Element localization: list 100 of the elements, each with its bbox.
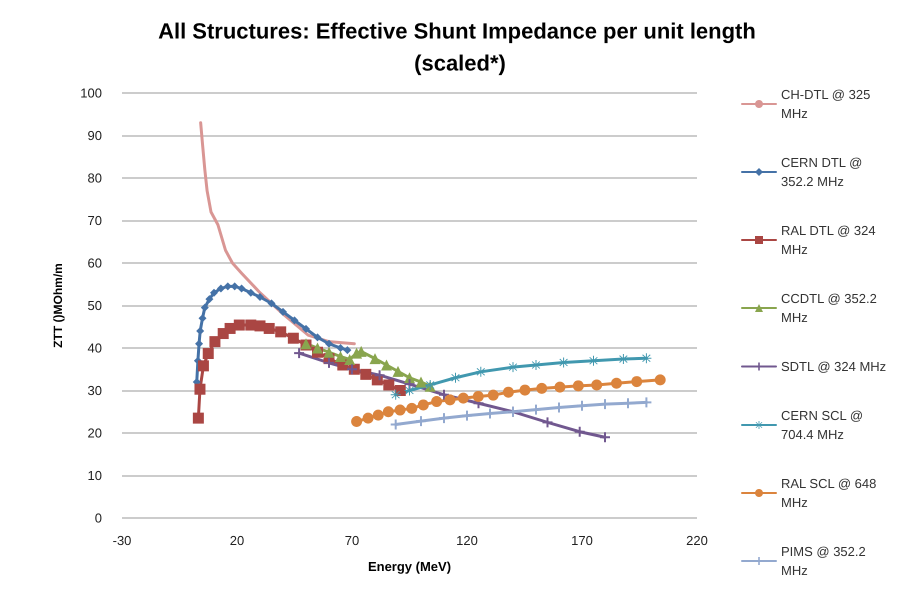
- x-tick-label: 220: [686, 533, 708, 548]
- point: [224, 322, 236, 334]
- point: [344, 354, 356, 365]
- point: [574, 426, 585, 437]
- legend-label: SDTL @ 324 MHz: [781, 359, 886, 374]
- point: [374, 370, 385, 380]
- legend-label: CERN DTL @ 352.2 MHz: [781, 155, 866, 189]
- point: [542, 417, 552, 428]
- point: [314, 333, 322, 342]
- point: [588, 356, 598, 366]
- point: [502, 386, 514, 398]
- x-tick-label: 20: [230, 533, 244, 548]
- point: [462, 410, 472, 421]
- point: [312, 342, 323, 354]
- point: [558, 357, 569, 368]
- point: [246, 288, 255, 297]
- point: [394, 404, 406, 416]
- point: [416, 376, 426, 388]
- y-tick-label: 30: [88, 383, 102, 398]
- y-tick-label: 20: [88, 426, 102, 440]
- point: [198, 314, 206, 322]
- point: [406, 402, 418, 414]
- point: [196, 327, 204, 335]
- chart-title: All Structures: Effective Shunt Impedance per unit length (scaled*): [158, 18, 762, 76]
- point: [335, 351, 346, 362]
- point: [536, 382, 548, 394]
- point: [418, 399, 429, 410]
- point: [577, 400, 587, 411]
- point: [508, 362, 518, 372]
- y-tick-label: 70: [88, 213, 102, 228]
- y-tick-label: 40: [88, 340, 102, 356]
- y-tick-label: 50: [88, 298, 102, 313]
- point: [302, 324, 310, 333]
- point: [209, 336, 220, 348]
- point: [404, 386, 414, 396]
- point: [256, 293, 264, 301]
- point: [458, 392, 469, 404]
- point: [383, 379, 394, 390]
- point: [572, 380, 584, 392]
- point: [351, 416, 362, 428]
- point: [439, 413, 449, 424]
- point: [294, 348, 304, 358]
- point: [198, 360, 209, 372]
- point: [476, 366, 486, 377]
- point: [591, 379, 602, 390]
- point: [654, 374, 666, 386]
- point: [216, 284, 225, 292]
- point: [611, 378, 622, 389]
- point: [202, 348, 214, 360]
- point: [275, 326, 286, 338]
- point: [554, 382, 566, 393]
- y-tick-label: 0: [94, 510, 102, 526]
- point: [390, 420, 401, 430]
- point: [290, 316, 298, 324]
- point: [362, 412, 374, 424]
- point: [264, 322, 275, 334]
- point: [631, 376, 642, 388]
- point: [444, 394, 456, 406]
- legend-label: RAL SCL @ 648 MHz: [781, 476, 880, 510]
- x-tick-label: 70: [344, 533, 360, 548]
- y-tick-label: 90: [88, 128, 102, 143]
- point: [268, 299, 276, 308]
- point: [200, 304, 209, 312]
- point: [472, 390, 484, 402]
- point: [392, 366, 404, 377]
- y-tick-label: 60: [88, 256, 102, 270]
- x-axis-title: Energy (MeV): [368, 559, 452, 574]
- point: [194, 384, 206, 395]
- point: [431, 396, 442, 408]
- point: [600, 432, 610, 442]
- point: [360, 368, 372, 380]
- x-tick-label: 120: [456, 533, 478, 548]
- point: [641, 353, 652, 364]
- point: [336, 344, 344, 352]
- point: [372, 410, 384, 421]
- point: [450, 372, 460, 383]
- x-tick-label: -30: [112, 533, 132, 548]
- point: [370, 353, 380, 364]
- point: [324, 346, 334, 358]
- point: [192, 412, 204, 424]
- point: [325, 340, 333, 348]
- y-tick-label: 10: [88, 468, 102, 483]
- point: [404, 379, 414, 390]
- y-tick-label: 100: [80, 86, 102, 100]
- point: [343, 346, 352, 354]
- point: [324, 358, 334, 368]
- point: [279, 308, 287, 316]
- point: [205, 295, 214, 304]
- point: [195, 340, 204, 348]
- point: [347, 364, 357, 374]
- legend-label: PIMS @ 352.2 MHz: [781, 544, 870, 578]
- point: [416, 416, 426, 426]
- point: [531, 360, 541, 370]
- point: [618, 354, 628, 364]
- point: [519, 384, 530, 396]
- legend-label: RAL DTL @ 324 MHz: [781, 223, 880, 257]
- y-axis-title: ZTT ()MOhm/m: [51, 263, 65, 348]
- point: [234, 320, 245, 331]
- point: [381, 360, 392, 370]
- point: [488, 390, 499, 401]
